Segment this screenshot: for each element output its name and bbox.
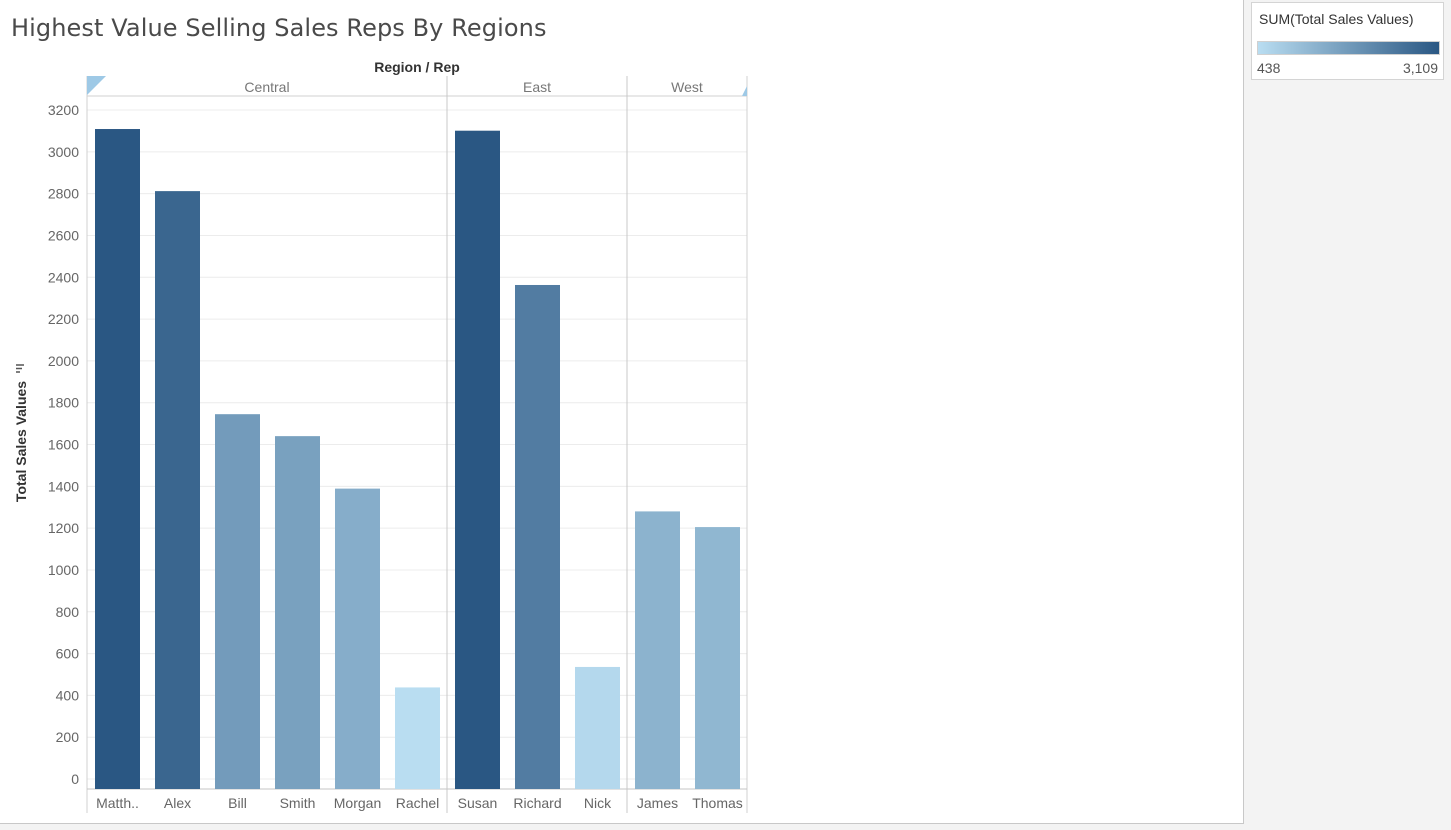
bar xyxy=(395,687,440,789)
x-category-label: Rachel xyxy=(396,795,440,811)
y-tick-label: 2200 xyxy=(48,311,79,327)
y-axis-title: Total Sales Values xyxy=(13,381,29,502)
region-header: Central xyxy=(244,79,289,95)
x-category-label: Thomas xyxy=(692,795,743,811)
x-category-label: Susan xyxy=(458,795,498,811)
sort-icon xyxy=(16,364,24,373)
chart-title: Highest Value Selling Sales Reps By Regi… xyxy=(11,14,547,42)
bar xyxy=(635,511,680,789)
x-category-label: James xyxy=(637,795,678,811)
x-axis-title: Region / Rep xyxy=(374,59,460,75)
bar xyxy=(215,414,260,789)
x-category-label: Alex xyxy=(164,795,191,811)
x-category-label: Richard xyxy=(513,795,561,811)
legend-max-label: 3,109 xyxy=(1402,60,1438,76)
x-category-label: Matth.. xyxy=(96,795,139,811)
y-tick-label: 2600 xyxy=(48,227,79,243)
x-category-label: Morgan xyxy=(334,795,381,811)
bar xyxy=(575,666,620,789)
y-tick-label: 1600 xyxy=(48,437,79,453)
header-corner-marker-right xyxy=(742,86,747,96)
bar xyxy=(515,284,560,789)
bar xyxy=(275,436,320,789)
bar xyxy=(95,129,140,790)
y-tick-label: 400 xyxy=(56,687,80,703)
y-tick-label: 2800 xyxy=(48,186,79,202)
y-tick-label: 800 xyxy=(56,604,80,620)
y-tick-label: 3200 xyxy=(48,102,79,118)
y-tick-label: 600 xyxy=(56,646,80,662)
x-category-label: Nick xyxy=(584,795,612,811)
y-tick-label: 3000 xyxy=(48,144,79,160)
bar xyxy=(155,191,200,789)
y-tick-label: 1400 xyxy=(48,478,79,494)
color-legend[interactable]: SUM(Total Sales Values) 438 3,109 xyxy=(1251,2,1444,80)
legend-color-ramp xyxy=(1257,41,1440,55)
x-category-label: Bill xyxy=(228,795,247,811)
header-corner-marker xyxy=(87,76,106,95)
region-header: East xyxy=(523,79,551,95)
legend-title: SUM(Total Sales Values) xyxy=(1259,11,1414,27)
worksheet-canvas: Highest Value Selling Sales Reps By Regi… xyxy=(0,0,1244,824)
x-category-label: Smith xyxy=(280,795,316,811)
region-header: West xyxy=(671,79,703,95)
y-tick-label: 1200 xyxy=(48,520,79,536)
y-tick-label: 2400 xyxy=(48,269,79,285)
legend-min-label: 438 xyxy=(1257,60,1281,76)
y-tick-label: 1800 xyxy=(48,395,79,411)
y-tick-label: 0 xyxy=(71,771,79,787)
bar xyxy=(695,527,740,789)
bar xyxy=(455,130,500,789)
y-tick-label: 1000 xyxy=(48,562,79,578)
bar-chart: Region / Rep Total Sales Values 0 200 400 600… xyxy=(13,59,748,813)
bar xyxy=(335,488,380,789)
y-tick-label: 2000 xyxy=(48,353,79,369)
y-tick-label: 200 xyxy=(56,729,80,745)
